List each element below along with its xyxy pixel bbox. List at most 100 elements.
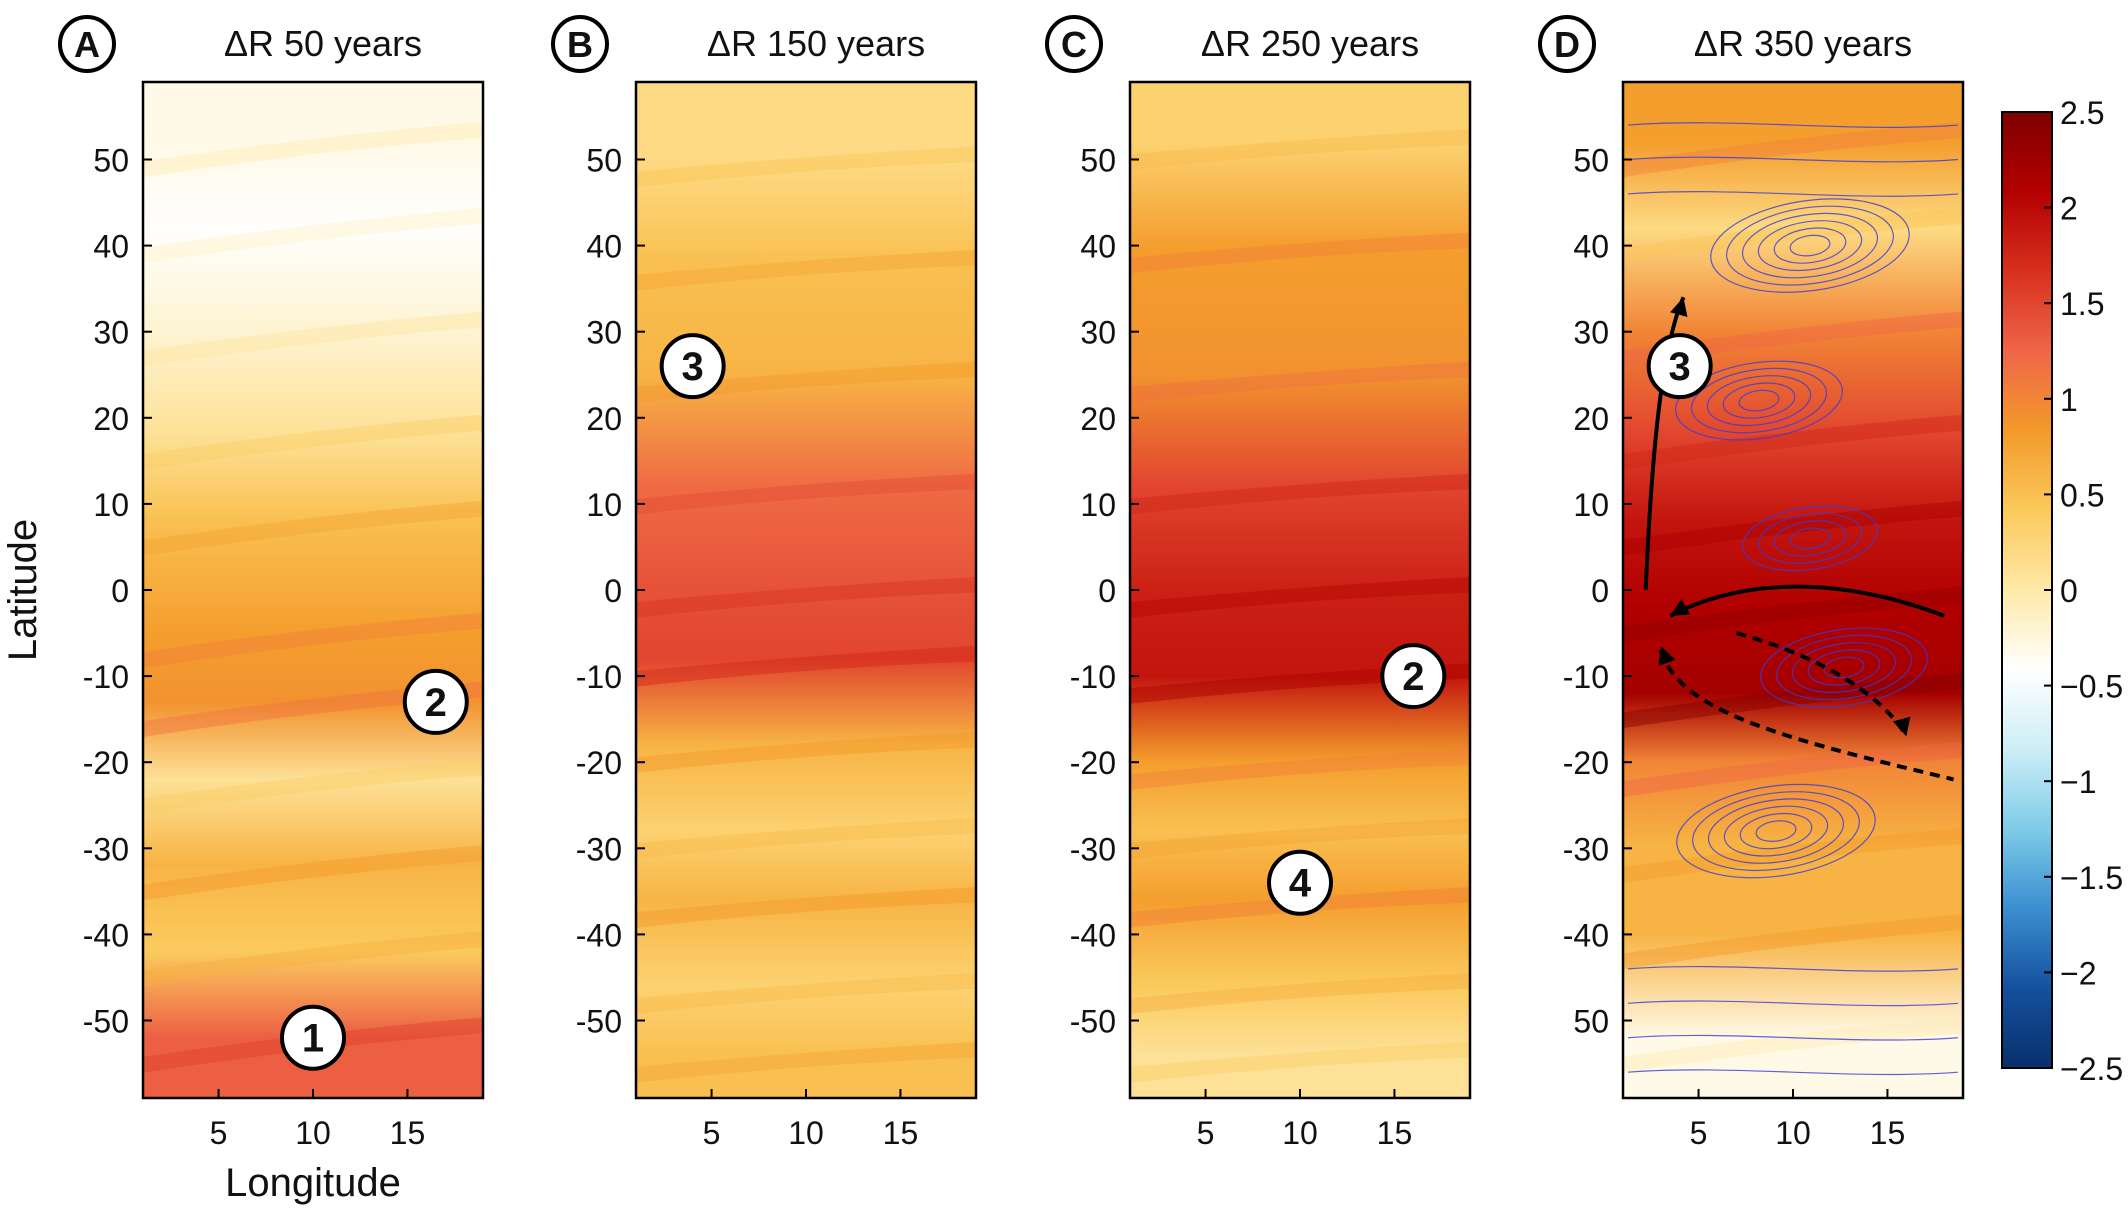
panel-letter: A [74, 24, 100, 65]
contour-band [143, 414, 483, 470]
streamline [1627, 156, 1959, 163]
y-axis-label: Latitude [1, 519, 45, 661]
streamline [1690, 367, 1828, 434]
contour-band [636, 973, 976, 1014]
marker-label: 2 [1402, 655, 1424, 699]
contour-band [1130, 577, 1470, 618]
panel-letter-badge [1538, 15, 1596, 73]
contour-band [636, 577, 976, 618]
y-tick-label: 40 [93, 229, 129, 265]
contour-band [143, 500, 483, 557]
x-axis-label: Longitude [225, 1161, 401, 1205]
y-tick-label: 10 [1573, 487, 1609, 523]
y-tick-label: -40 [1563, 917, 1609, 953]
contour-band [636, 473, 976, 515]
marker-badge [402, 668, 469, 735]
streamline [1789, 234, 1831, 257]
contour-band [1623, 208, 1963, 264]
contour-band [1623, 827, 1963, 884]
y-tick-label: 30 [93, 315, 129, 351]
arrowhead [1670, 297, 1688, 317]
streamline [1807, 649, 1881, 686]
streamline [1738, 389, 1780, 412]
marker-label: 1 [302, 1017, 324, 1061]
y-tick-label: -20 [83, 745, 129, 781]
panel-letter: C [1061, 24, 1087, 65]
colorbar: 2.5 2 1.5 1 0.5 0 −0.5 −1 −1.5 −2 −2.5 [2001, 95, 2123, 1087]
streamline [1726, 205, 1894, 286]
y-tick-label: -10 [1563, 659, 1609, 695]
x-tick-label: 15 [1377, 1115, 1413, 1151]
x-tick-label: 15 [883, 1115, 919, 1151]
streamline [1627, 965, 1959, 972]
arrow-dashed-sw [1658, 649, 1955, 782]
contour-band [636, 645, 976, 687]
y-tick-label: -50 [1070, 1004, 1116, 1040]
x-tick-label: 5 [1197, 1115, 1215, 1151]
contour-band [636, 361, 976, 403]
arrowhead [1658, 645, 1676, 666]
marker-badge [1646, 333, 1713, 400]
streamline [1627, 191, 1959, 197]
y-tick-label: 30 [1080, 315, 1116, 351]
colorbar-tick-label: −0.5 [2060, 669, 2123, 705]
contour-band [1623, 500, 1963, 557]
panel-letter-badge [1045, 15, 1103, 73]
streamline [1627, 1034, 1959, 1041]
contour-band [1623, 914, 1963, 970]
y-tick-label: 40 [586, 229, 622, 265]
y-tick-label: 20 [1573, 401, 1609, 437]
streamline [1755, 820, 1797, 842]
contour-band [1130, 973, 1470, 1014]
streamline [1739, 812, 1813, 850]
arrow-west [1669, 584, 1945, 618]
contour-band [1130, 361, 1470, 403]
panel-title: ΔR 350 years [1694, 23, 1912, 64]
streamline [1707, 798, 1845, 864]
y-tick-label: -40 [576, 917, 622, 953]
y-tick-label: -30 [83, 831, 129, 867]
streamline [1710, 198, 1910, 293]
marker-badge [659, 333, 726, 400]
streamline [1627, 122, 1959, 128]
marker-badge [1380, 643, 1447, 710]
y-tick-label: 50 [1573, 1004, 1609, 1040]
colorbar-tick-label: 0.5 [2060, 477, 2104, 513]
streamline [1757, 512, 1863, 564]
streamline [1791, 642, 1897, 693]
y-tick-label: 50 [1080, 142, 1116, 178]
y-tick-label: -30 [1563, 831, 1609, 867]
y-tick-label: -10 [1070, 659, 1116, 695]
streamline [1741, 212, 1879, 279]
marker-badge [1267, 849, 1333, 916]
colorbar-tick-label: 1.5 [2060, 286, 2104, 322]
y-tick-label: 50 [586, 142, 622, 178]
colorbar-tick-label: −2 [2060, 955, 2096, 991]
panel-title: ΔR 150 years [707, 23, 925, 64]
streamline [1706, 375, 1812, 427]
streamline [1789, 527, 1831, 550]
panel-letter: B [567, 24, 593, 65]
streamline [1773, 227, 1847, 264]
contour-band [1130, 1042, 1470, 1083]
heatmap-field [1623, 82, 1963, 1098]
x-tick-label: 10 [1282, 1115, 1318, 1151]
y-tick-label: -10 [576, 659, 622, 695]
pathway-arrows [1643, 296, 1955, 782]
streamline [1760, 627, 1928, 708]
y-tick-label: 10 [93, 487, 129, 523]
y-tick-label: 50 [93, 142, 129, 178]
y-tick-label: 0 [1098, 573, 1116, 609]
panel-letter-badge [58, 15, 116, 73]
heatmap-background [636, 82, 976, 1098]
panel-d: 50 40 30 20 10 0 -10 -20 -30 -40 50 5 10 15 ΔR 350 yea… [1538, 15, 1965, 1151]
contour-band [636, 146, 976, 188]
streamlines [1627, 122, 1959, 1076]
panel-b: 50 40 30 20 10 0 -10 -20 -30 -40 -50 5 10 15 ΔR 150 ye… [551, 15, 978, 1151]
y-tick-label: 40 [1080, 229, 1116, 265]
contour-band [143, 121, 483, 178]
contour-band [1130, 232, 1470, 274]
heatmap-background [1623, 82, 1963, 1098]
contour-band [143, 311, 483, 367]
y-tick-label: 0 [1591, 573, 1609, 609]
